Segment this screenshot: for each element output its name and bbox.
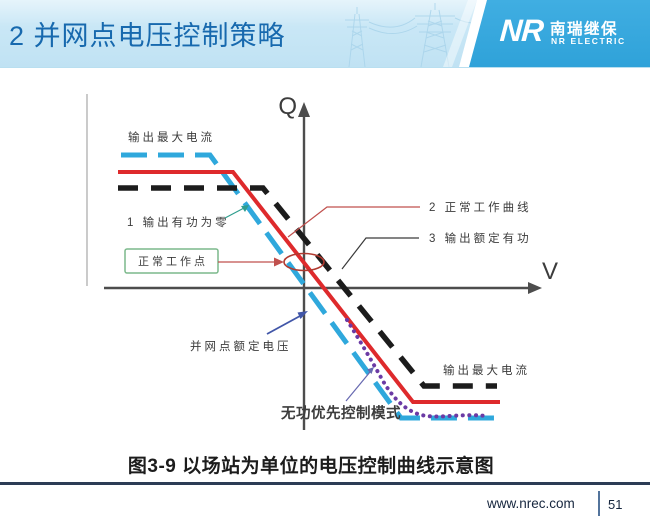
operating-point-box [124,248,219,274]
curve3-leader-line [341,237,419,270]
curve2-callout: 2 正常工作曲线 [287,200,532,238]
q-axis-arrow-icon [298,102,310,117]
label-curve2: 2 正常工作曲线 [429,200,532,214]
footer-separator [598,491,600,516]
label-max-current-bottom: 输出最大电流 [443,363,530,377]
footer-divider [0,482,650,485]
logo-name-chinese: 南瑞继保 [550,21,619,38]
nr-electric-logo: NR 南瑞继保 NR ELECTRIC [498,0,648,67]
v-axis-arrow-icon [528,282,542,294]
rated-voltage-arrow-icon [297,311,308,319]
slide-title: 2 并网点电压控制策略 [9,21,286,51]
header-bar: 2 并网点电压控制策略 NR 南瑞继保 NR ELECTRIC [0,0,650,68]
reactive-priority-leader-line [345,371,371,402]
rated-voltage-callout: 并网点额定电压 [190,311,308,353]
curve-normal-working [118,170,500,404]
figure-caption: 图3-9 以场站为单位的电压控制曲线示意图 [127,456,495,477]
label-reactive-priority: 无功优先控制模式 [281,404,401,422]
label-rated-voltage: 并网点额定电压 [190,339,292,353]
curve-zero-active-power [121,152,497,421]
operating-point-arrow-icon [274,257,284,267]
reactive-priority-callout: 无功优先控制模式 [281,367,401,422]
operating-point-label: 正常工作点 [138,255,208,268]
curve-rated-active-power [118,185,497,389]
curve1-callout: 1 输出有功为零 [127,205,249,229]
reactive-priority-arrow-icon [367,367,374,374]
header-blue-wedge [468,0,650,67]
rated-voltage-arrow-line [266,315,301,335]
operating-point-callout: 正常工作点 [124,248,284,274]
footer-website: www.nrec.com [487,496,575,511]
label-curve1: 1 输出有功为零 [127,215,230,229]
logo-name-english: NR ELECTRIC [551,36,626,46]
label-max-current-top: 输出最大电流 [128,130,215,144]
curve2-leader-line [287,206,420,238]
curve3-callout: 3 输出额定有功 [341,231,532,270]
q-axis-label: Q [278,93,297,120]
axes: Q V [104,93,558,430]
label-curve3: 3 输出额定有功 [429,231,532,245]
curve1-leader-line [224,207,245,219]
page-number: 51 [608,497,623,512]
curve-reactive-priority-mode [345,318,489,419]
v-axis-label: V [542,258,558,285]
curve1-arrow-icon [241,205,249,212]
